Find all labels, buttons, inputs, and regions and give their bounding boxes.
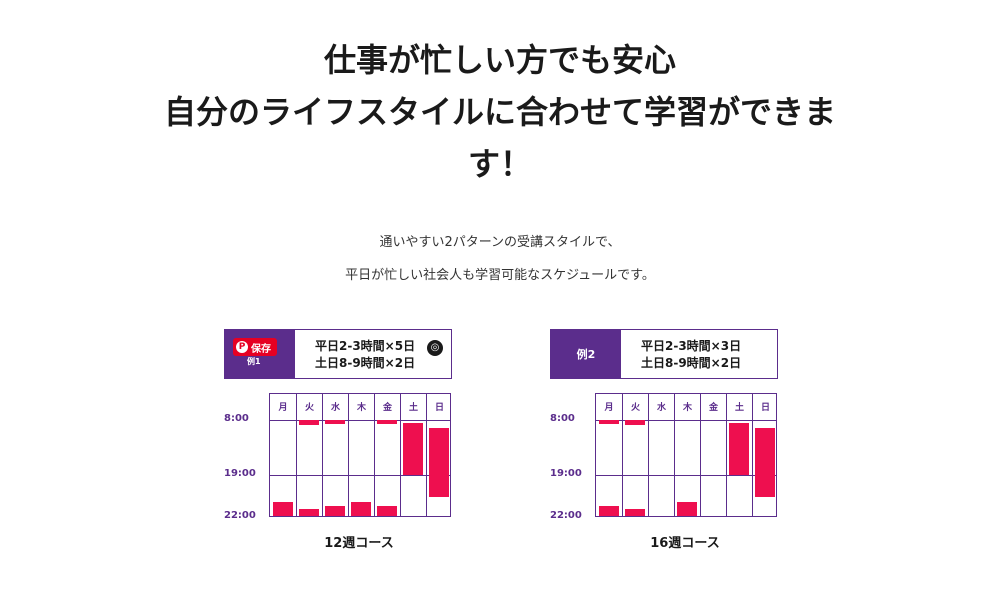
day-column: 日 — [752, 394, 778, 516]
frequency-weekday: 平日2-3時間×5日 — [315, 339, 416, 353]
grid-line — [596, 420, 776, 421]
study-block — [677, 502, 697, 516]
study-block — [325, 506, 345, 516]
day-column: 金 — [374, 394, 400, 516]
headline-line-3: す！ — [467, 145, 532, 183]
day-label: 火 — [630, 403, 640, 413]
study-block — [755, 428, 775, 497]
time-label: 19:00 — [550, 468, 582, 479]
pinterest-save-button[interactable]: P 保存 — [233, 338, 277, 356]
study-block — [729, 422, 749, 475]
time-label: 8:00 — [550, 413, 575, 424]
frequency-text: 平日2-3時間×3日 土日8-9時間×2日 — [641, 338, 741, 372]
frequency-text: 平日2-3時間×5日 土日8-9時間×2日 — [315, 338, 415, 372]
schedule-grid: 月火水木金土日 — [595, 393, 777, 517]
study-block — [299, 420, 319, 425]
grid-line — [596, 475, 776, 476]
time-label: 22:00 — [224, 510, 256, 521]
schedule-card-header: 例2 平日2-3時間×3日 土日8-9時間×2日 — [550, 329, 778, 379]
study-block — [377, 506, 397, 516]
day-column: 月 — [270, 394, 296, 516]
schedule-grid: 月火水木金土日 — [269, 393, 451, 517]
day-label: 日 — [434, 403, 444, 413]
day-column: 土 — [400, 394, 426, 516]
time-label: 22:00 — [550, 510, 582, 521]
subtext-line-2: 平日が忙しい社会人も学習可能なスケジュールです。 — [345, 268, 655, 283]
day-label: 月 — [604, 403, 614, 413]
day-column: 月 — [596, 394, 622, 516]
schedule-card-header: 例1 P 保存 平日2-3時間×5日 土日8-9時間×2日 ◎ — [224, 329, 452, 379]
day-label: 火 — [304, 403, 314, 413]
day-column: 日 — [426, 394, 452, 516]
lens-icon[interactable]: ◎ — [427, 340, 443, 356]
study-block — [403, 422, 423, 475]
frequency-weekend: 土日8-9時間×2日 — [641, 356, 742, 370]
example-tag-label: 例2 — [576, 348, 596, 361]
day-column: 土 — [726, 394, 752, 516]
schedule-card-1: 例1 P 保存 平日2-3時間×5日 土日8-9時間×2日 ◎ 月火水木金土日 … — [224, 329, 452, 551]
day-column: 火 — [296, 394, 322, 516]
time-label: 8:00 — [224, 413, 249, 424]
headline-line-2: 自分のライフスタイルに合わせて学習ができま — [163, 93, 836, 131]
study-block — [377, 420, 397, 424]
day-label: 月 — [278, 403, 288, 413]
grid-line — [270, 420, 450, 421]
study-block — [325, 420, 345, 424]
save-label: 保存 — [251, 343, 271, 355]
example-tag-label: 例1 — [247, 357, 261, 366]
day-column: 水 — [322, 394, 348, 516]
headline-line-1: 仕事が忙しい方でも安心 — [323, 41, 676, 79]
study-block — [625, 509, 645, 516]
day-column: 木 — [674, 394, 700, 516]
grid-line — [270, 475, 450, 476]
day-column: 木 — [348, 394, 374, 516]
study-block — [273, 502, 293, 516]
time-label: 19:00 — [224, 468, 256, 479]
day-label: 土 — [408, 403, 418, 413]
subtext: 通いやすい2パターンの受講スタイルで、 平日が忙しい社会人も学習可能なスケジュー… — [0, 226, 1000, 292]
day-label: 日 — [760, 403, 770, 413]
subtext-line-1: 通いやすい2パターンの受講スタイルで、 — [379, 235, 621, 250]
day-column: 水 — [648, 394, 674, 516]
day-label: 土 — [734, 403, 744, 413]
frequency-weekday: 平日2-3時間×3日 — [641, 339, 742, 353]
day-column: 金 — [700, 394, 726, 516]
day-label: 水 — [330, 403, 340, 413]
pinterest-icon: P — [236, 341, 248, 353]
day-label: 木 — [356, 403, 366, 413]
study-block — [429, 428, 449, 497]
day-label: 金 — [382, 403, 392, 413]
example-tag: 例2 — [551, 330, 621, 378]
study-block — [599, 420, 619, 424]
day-label: 水 — [656, 403, 666, 413]
course-label: 12週コース — [324, 536, 394, 551]
study-block — [351, 502, 371, 516]
course-label: 16週コース — [650, 536, 720, 551]
study-block — [299, 509, 319, 516]
day-column: 火 — [622, 394, 648, 516]
day-label: 金 — [708, 403, 718, 413]
study-block — [625, 420, 645, 425]
study-block — [599, 506, 619, 516]
day-label: 木 — [682, 403, 692, 413]
schedule-card-2: 例2 平日2-3時間×3日 土日8-9時間×2日 月 火 水 木 金 土 日 8:00 19:… — [550, 329, 778, 551]
frequency-weekend: 土日8-9時間×2日 — [315, 356, 416, 370]
headline: 仕事が忙しい方でも安心 自分のライフスタイルに合わせて学習ができま す！ — [0, 34, 1000, 190]
